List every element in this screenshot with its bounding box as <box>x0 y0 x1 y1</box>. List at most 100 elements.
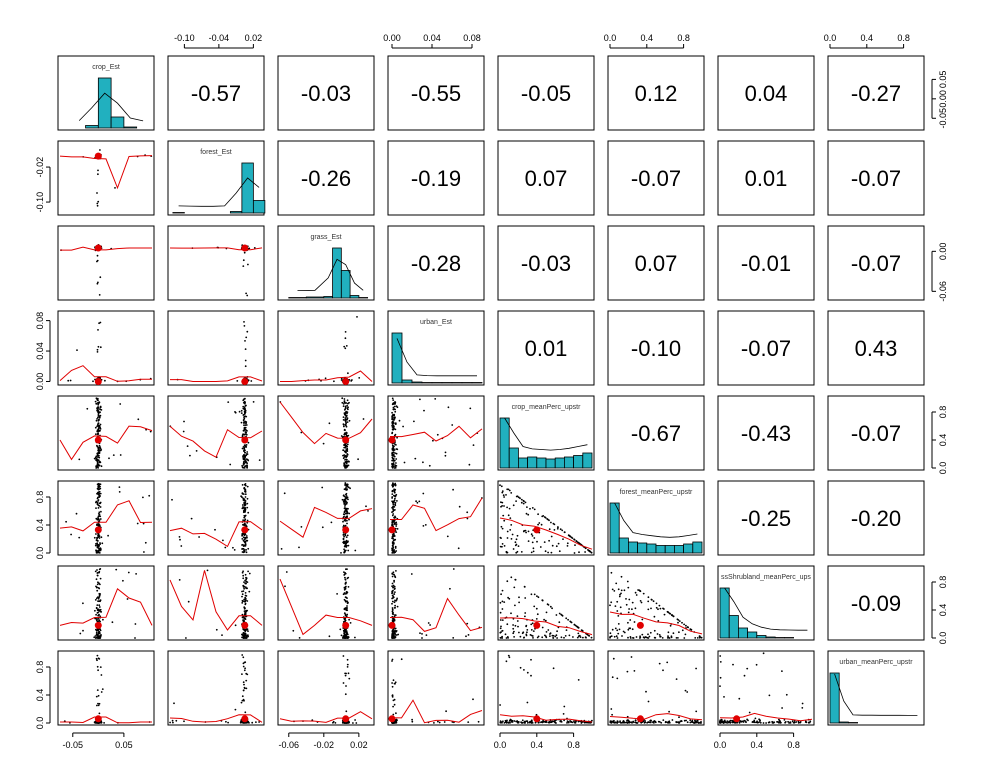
data-point <box>742 721 745 723</box>
data-point <box>675 721 678 724</box>
histogram-bar-5-8 <box>683 543 694 554</box>
data-point <box>526 671 529 674</box>
data-point <box>734 721 736 724</box>
data-point <box>523 636 525 639</box>
data-point <box>341 401 344 404</box>
data-point <box>243 549 245 552</box>
data-point <box>99 615 102 618</box>
data-point <box>240 720 242 722</box>
data-point <box>244 496 247 498</box>
data-point <box>97 507 100 509</box>
top-tick-label-1-0: -0.10 <box>174 33 195 43</box>
data-point <box>172 721 174 724</box>
data-point <box>732 663 734 666</box>
data-point <box>244 613 247 616</box>
data-point <box>626 722 629 724</box>
data-point <box>394 551 397 554</box>
data-point <box>646 636 649 639</box>
data-point <box>719 722 721 724</box>
smooth-line <box>169 521 263 548</box>
data-point <box>637 589 639 591</box>
left-tick-label-3-2: 0.08 <box>35 312 45 330</box>
data-point <box>244 507 247 510</box>
data-point <box>748 711 751 714</box>
data-point <box>134 637 136 639</box>
data-point <box>229 463 232 466</box>
data-point <box>617 615 620 617</box>
data-point <box>566 542 569 545</box>
data-point <box>392 699 395 702</box>
data-point <box>754 717 757 720</box>
data-point <box>526 629 529 631</box>
data-point <box>392 506 394 509</box>
data-point <box>584 547 587 550</box>
panel-frame-2-6 <box>717 225 815 301</box>
data-point <box>616 721 619 723</box>
data-point <box>658 604 661 607</box>
data-point <box>393 593 396 595</box>
data-point <box>244 499 246 502</box>
data-point <box>96 282 99 285</box>
data-point <box>689 719 692 722</box>
data-point <box>394 516 397 519</box>
data-point <box>344 459 346 461</box>
data-point <box>245 687 248 690</box>
data-point <box>508 507 511 510</box>
data-point <box>343 428 346 431</box>
center-marker <box>241 436 249 444</box>
data-point <box>500 537 502 539</box>
data-point <box>623 589 626 592</box>
correlation-0-2: -0.03 <box>301 81 351 106</box>
data-point <box>242 499 245 501</box>
data-point <box>647 633 649 636</box>
data-point <box>646 721 648 724</box>
data-point <box>472 444 475 446</box>
data-point <box>530 674 532 677</box>
data-point <box>97 694 100 697</box>
data-point <box>344 466 347 469</box>
data-point <box>242 698 245 701</box>
panel-frame-1-1 <box>167 140 265 216</box>
data-point <box>695 667 697 670</box>
data-point <box>96 487 99 490</box>
correlation-2-5: 0.07 <box>635 251 678 276</box>
data-point <box>531 720 533 723</box>
data-point <box>569 620 572 623</box>
data-point <box>246 462 249 465</box>
data-point <box>95 517 98 520</box>
data-point <box>99 583 101 586</box>
data-point <box>524 501 527 504</box>
data-point <box>95 586 98 589</box>
data-point <box>447 406 450 409</box>
data-point <box>241 695 244 698</box>
data-point <box>240 412 243 414</box>
data-point <box>243 447 246 450</box>
data-point <box>668 710 670 713</box>
data-point <box>787 720 789 723</box>
data-point <box>558 621 561 624</box>
panels-layer: crop_Est-0.57 -0.03 -0.55 -0.05 0.12 0.04 -0.2… <box>57 55 925 726</box>
data-point <box>344 524 347 527</box>
data-point <box>243 533 246 536</box>
data-point <box>298 637 301 639</box>
data-point <box>647 600 650 603</box>
data-point <box>98 505 101 507</box>
data-point <box>96 689 99 691</box>
data-point <box>625 598 627 600</box>
data-point <box>501 505 503 507</box>
data-point <box>392 521 395 523</box>
data-point <box>547 518 549 521</box>
panel-frame-0-5 <box>607 55 705 131</box>
data-point <box>533 605 536 608</box>
data-point <box>127 571 130 574</box>
data-point <box>506 506 508 509</box>
data-point <box>687 626 689 629</box>
data-point <box>618 595 621 598</box>
data-point <box>393 619 396 622</box>
data-point <box>619 593 621 596</box>
data-point <box>238 410 241 413</box>
data-point <box>678 631 680 634</box>
data-point <box>97 169 99 172</box>
data-point <box>343 502 346 505</box>
data-point <box>635 594 638 596</box>
